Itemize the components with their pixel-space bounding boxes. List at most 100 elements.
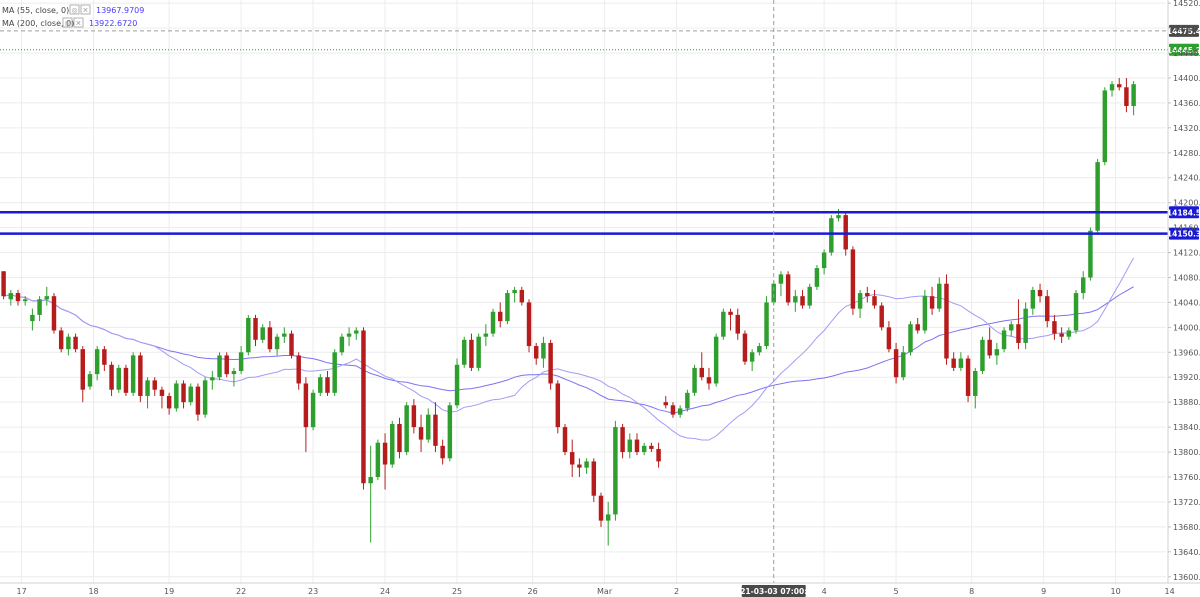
candle-up bbox=[8, 293, 14, 300]
legend-ma55-settings-icon[interactable]: ◎ bbox=[69, 4, 80, 15]
candle-up bbox=[1023, 308, 1028, 343]
candle-down bbox=[965, 358, 971, 396]
ma200-path bbox=[3, 286, 1134, 414]
candle-up bbox=[836, 215, 841, 219]
candle-up bbox=[937, 283, 942, 309]
x-tick-label: 25 bbox=[452, 587, 462, 596]
x-tick-label: 18 bbox=[88, 587, 98, 596]
candle-up bbox=[692, 367, 697, 393]
candle-down bbox=[1037, 289, 1043, 297]
candle-down bbox=[1052, 321, 1057, 334]
candle-down bbox=[138, 355, 143, 396]
y-tick-label: 14160.0 bbox=[1173, 224, 1200, 233]
candle-down bbox=[195, 386, 201, 415]
candle-down bbox=[879, 305, 884, 328]
y-tick-label: 13680.0 bbox=[1173, 523, 1200, 532]
candle-down bbox=[159, 389, 165, 396]
time-axis[interactable]: 17 18 19 22 23 24 25 26 Mar 2 4 5 8 9 10 14 bbox=[0, 582, 1200, 596]
candle-down bbox=[519, 289, 525, 303]
y-tick-label: 14080.0 bbox=[1173, 273, 1200, 282]
candle-down bbox=[397, 424, 402, 453]
candle-down bbox=[267, 327, 273, 350]
candle-up bbox=[318, 377, 323, 393]
y-tick-label: 14320.0 bbox=[1173, 124, 1200, 133]
candle-down bbox=[533, 346, 539, 359]
y-tick-label: 14000.0 bbox=[1173, 323, 1200, 332]
candle-up bbox=[202, 380, 208, 415]
candle-up bbox=[1088, 230, 1093, 278]
candle-down bbox=[361, 330, 366, 484]
svg-text:◎: ◎ bbox=[65, 20, 71, 28]
candle-down bbox=[109, 364, 114, 390]
candle-down bbox=[577, 464, 582, 468]
candle-up bbox=[1102, 90, 1108, 163]
candle-up bbox=[541, 342, 546, 359]
candle-up bbox=[1109, 84, 1115, 91]
candle-up bbox=[37, 299, 42, 315]
x-tick-label: 10 bbox=[1111, 587, 1121, 596]
candle-up bbox=[188, 386, 193, 403]
candle-up bbox=[116, 367, 121, 390]
candle-up bbox=[994, 349, 1000, 356]
candle-up bbox=[793, 296, 798, 303]
candle-down bbox=[634, 439, 640, 453]
candle-up bbox=[238, 352, 244, 371]
legend-ma55-close-icon[interactable]: ✕ bbox=[80, 4, 91, 15]
candle-up bbox=[375, 442, 381, 477]
candle-down bbox=[987, 339, 992, 356]
candle-up bbox=[613, 427, 618, 515]
candle-up bbox=[174, 383, 179, 409]
price-axis[interactable]: 13600.0 13640.0 13680.0 13720.0 13760.0 13800… bbox=[1167, 0, 1200, 583]
legend-ma200-settings-icon[interactable]: ◎ bbox=[62, 17, 73, 28]
svg-text:◎: ◎ bbox=[72, 7, 78, 15]
candle-down bbox=[526, 302, 532, 347]
svg-text:✕: ✕ bbox=[83, 7, 89, 15]
y-tick-label: 14480.0 bbox=[1173, 24, 1200, 33]
candle-up bbox=[641, 445, 647, 453]
candle-down bbox=[102, 349, 107, 365]
candle-up bbox=[980, 339, 985, 371]
candle-up bbox=[1001, 330, 1007, 350]
legend-ma200-label: MA (200, close, 0) bbox=[2, 19, 74, 28]
candle-up bbox=[749, 352, 755, 362]
candle-up bbox=[274, 336, 280, 350]
candle-down bbox=[670, 405, 676, 415]
y-tick-label: 14240.0 bbox=[1173, 174, 1200, 183]
candle-down bbox=[800, 296, 805, 306]
candle-down bbox=[181, 383, 186, 403]
candle-down bbox=[649, 445, 654, 449]
level-price-tag bbox=[1169, 227, 1199, 240]
candle-down bbox=[1124, 87, 1129, 106]
y-tick-label: 13840.0 bbox=[1173, 423, 1200, 432]
legend-ma200-close-icon[interactable]: ✕ bbox=[73, 17, 84, 28]
candle-up bbox=[260, 327, 265, 340]
candle-down bbox=[915, 324, 920, 331]
candle-down bbox=[785, 274, 791, 303]
candle-up bbox=[447, 405, 453, 459]
candle-up bbox=[922, 296, 928, 331]
indicator-legend: MA (55, close, 0) ◎ ✕ 13967.9709 MA (200… bbox=[2, 4, 144, 28]
level-lines[interactable]: 14184.5 14150.3 14445.2 14475.4 bbox=[0, 24, 1200, 240]
x-tick-label: 17 bbox=[16, 587, 26, 596]
crosshair-time-label: 2021-03-03 07:00:00 bbox=[730, 587, 818, 596]
x-tick-label: Mar bbox=[597, 587, 613, 596]
candle-up bbox=[368, 477, 373, 484]
candle-up bbox=[1066, 330, 1072, 337]
y-tick-label: 13880.0 bbox=[1173, 398, 1200, 407]
candle-up bbox=[1030, 289, 1036, 309]
candle-down bbox=[80, 349, 86, 390]
candle-up bbox=[814, 268, 820, 287]
candle-down bbox=[1116, 84, 1122, 88]
candle-up bbox=[1073, 293, 1079, 331]
candle-down bbox=[253, 318, 258, 340]
candle-down bbox=[1045, 296, 1050, 322]
candle-up bbox=[821, 252, 827, 269]
y-tick-label: 14040.0 bbox=[1173, 298, 1200, 307]
candle-up bbox=[483, 333, 489, 337]
candle-up bbox=[30, 314, 35, 322]
candle-down bbox=[497, 311, 503, 322]
candle-down bbox=[15, 293, 21, 302]
candle-down bbox=[73, 336, 78, 350]
candle-down bbox=[591, 461, 597, 496]
